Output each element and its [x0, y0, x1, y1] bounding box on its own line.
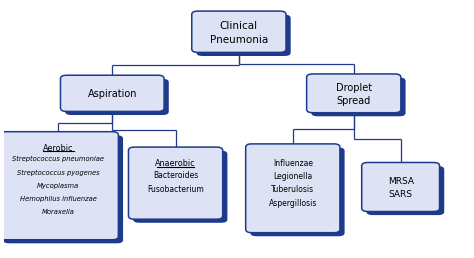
Text: Droplet
Spread: Droplet Spread: [336, 83, 372, 106]
FancyBboxPatch shape: [3, 135, 123, 243]
Text: MRSA
SARS: MRSA SARS: [388, 178, 414, 199]
FancyBboxPatch shape: [65, 79, 169, 115]
FancyBboxPatch shape: [311, 78, 406, 116]
Text: Streptococcus pyogenes: Streptococcus pyogenes: [17, 170, 100, 175]
Text: Legionella: Legionella: [273, 172, 312, 181]
FancyBboxPatch shape: [246, 144, 340, 233]
FancyBboxPatch shape: [307, 74, 401, 113]
FancyBboxPatch shape: [366, 166, 444, 215]
FancyBboxPatch shape: [128, 147, 223, 219]
Text: Fusobacterium: Fusobacterium: [147, 185, 204, 194]
Text: Tuberulosis: Tuberulosis: [271, 185, 314, 194]
Text: Aspergillosis: Aspergillosis: [269, 199, 317, 207]
FancyBboxPatch shape: [61, 75, 164, 111]
FancyBboxPatch shape: [192, 11, 286, 52]
Text: Mycoplasma: Mycoplasma: [37, 183, 80, 189]
FancyBboxPatch shape: [196, 15, 291, 56]
Text: Anaerobic: Anaerobic: [155, 159, 196, 168]
FancyBboxPatch shape: [250, 148, 345, 236]
FancyBboxPatch shape: [0, 132, 118, 240]
FancyBboxPatch shape: [133, 151, 228, 223]
Text: Streptococcus pneumoniae: Streptococcus pneumoniae: [12, 156, 104, 162]
Text: Clinical
Pneumonia: Clinical Pneumonia: [210, 21, 268, 45]
FancyBboxPatch shape: [362, 163, 439, 212]
Text: Bacteroides: Bacteroides: [153, 172, 198, 180]
Text: Aspiration: Aspiration: [88, 89, 137, 99]
Text: Moraxella: Moraxella: [42, 209, 75, 215]
Text: Aerobic: Aerobic: [43, 144, 73, 153]
Text: Hemophilus influenzae: Hemophilus influenzae: [20, 196, 97, 202]
Text: Influenzae: Influenzae: [273, 158, 313, 167]
